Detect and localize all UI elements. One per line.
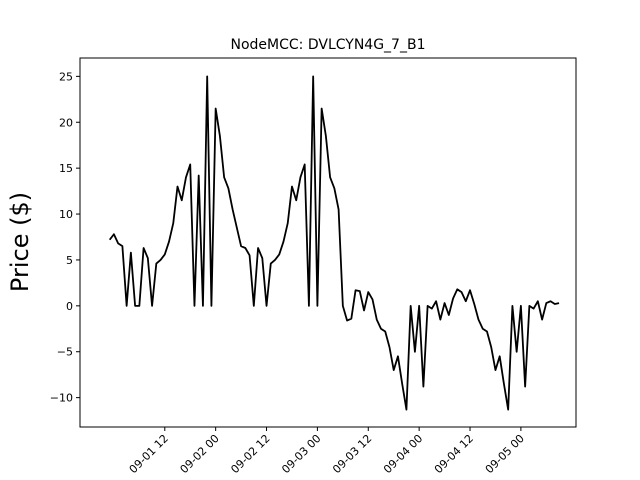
y-tick-label: −10 bbox=[50, 392, 73, 405]
plot-area bbox=[108, 75, 560, 411]
y-tick-label: 10 bbox=[59, 208, 73, 221]
y-tick-label: 0 bbox=[66, 300, 73, 313]
chart-title: NodeMCC: DVLCYN4G_7_B1 bbox=[231, 37, 426, 53]
y-tick-label: 15 bbox=[59, 162, 73, 175]
y-tick-label: 25 bbox=[59, 70, 73, 83]
axes-frame bbox=[79, 57, 577, 428]
y-axis-label: Price ($) bbox=[6, 192, 34, 292]
y-tick-label: −5 bbox=[57, 346, 73, 359]
y-tick-label: 5 bbox=[66, 254, 73, 267]
series-line bbox=[108, 75, 560, 411]
y-axis: 25 20 15 10 5 0 −5 −10 bbox=[50, 70, 80, 405]
y-tick-label: 20 bbox=[59, 116, 73, 129]
